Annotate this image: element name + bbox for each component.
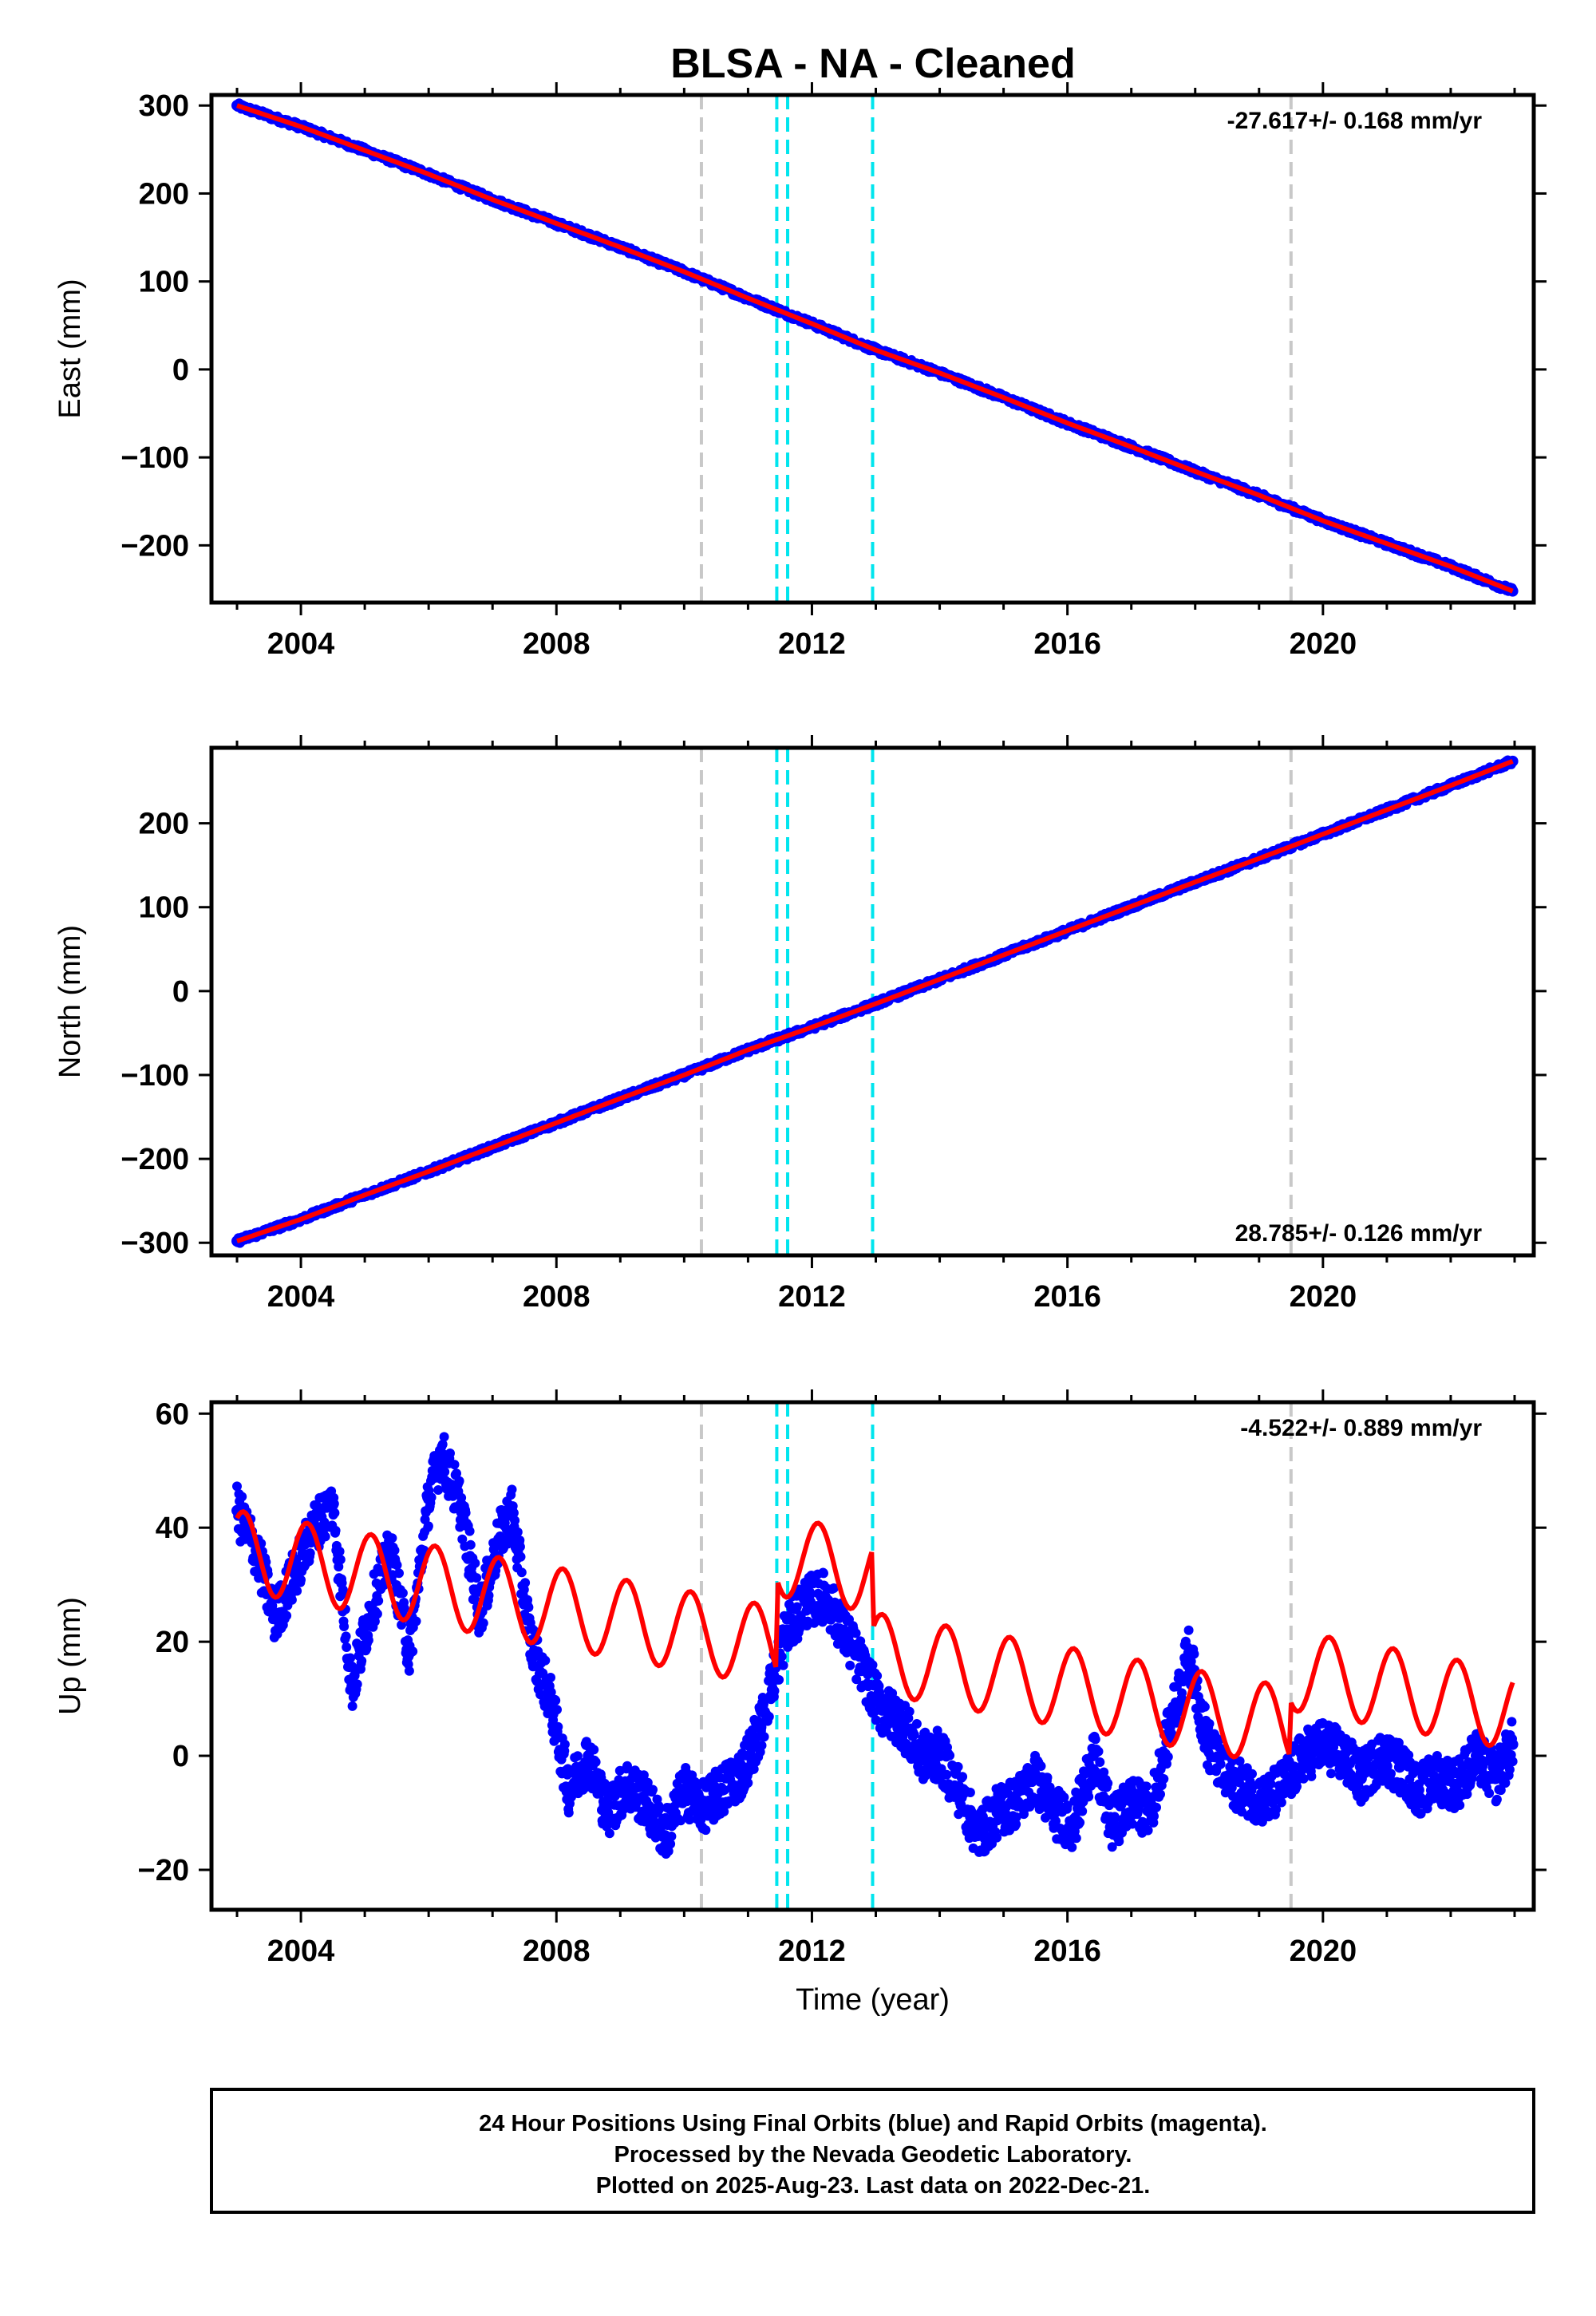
data-point: [439, 1432, 449, 1442]
y-tick-label: 100: [139, 266, 189, 299]
x-tick-label: 2020: [1290, 627, 1357, 661]
data-point: [341, 1631, 351, 1642]
data-point: [520, 1578, 531, 1588]
y-tick-label: 200: [139, 177, 189, 211]
y-axis-label: East (mm): [53, 279, 87, 418]
data-point: [512, 1527, 523, 1537]
velocity-rate-label: 28.785+/- 0.126 mm/yr: [1235, 1220, 1483, 1247]
data-point: [464, 1526, 475, 1536]
data-point: [510, 1516, 520, 1526]
data-point: [394, 1568, 404, 1579]
north-panel: 2004 2008 2012 2016 2020 −300 −200 −100 0 100 200 N…: [53, 735, 1547, 1314]
data-point: [237, 1492, 247, 1502]
data-point: [507, 1484, 517, 1495]
data-point: [339, 1622, 350, 1631]
data-point: [604, 1828, 614, 1839]
data-point: [470, 1558, 480, 1568]
y-tick-label: 0: [172, 975, 189, 1009]
x-tick-label: 2004: [267, 627, 335, 661]
data-point: [743, 1778, 753, 1788]
data-point: [552, 1705, 562, 1715]
data-point: [819, 1568, 828, 1579]
x-tick-label: 2012: [778, 627, 846, 661]
x-tick-label: 2004: [267, 1280, 335, 1314]
data-point: [292, 1586, 302, 1596]
data-point: [335, 1555, 346, 1565]
plot-frame: [209, 93, 1536, 605]
data-point: [515, 1542, 525, 1552]
data-point: [320, 1531, 330, 1542]
y-tick-label: 0: [172, 354, 189, 387]
data-point: [472, 1573, 482, 1583]
x-tick-label: 2016: [1033, 627, 1101, 661]
data-point: [387, 1533, 397, 1543]
data-point: [648, 1784, 658, 1795]
y-tick-label: −200: [120, 1143, 189, 1176]
data-point: [454, 1476, 464, 1486]
x-tick-label: 2016: [1033, 1280, 1101, 1314]
data-point: [423, 1521, 433, 1531]
y-tick-label: −300: [120, 1227, 189, 1260]
data-point: [778, 1660, 788, 1670]
data-point: [440, 1467, 450, 1477]
velocity-rate-label: -27.617+/- 0.168 mm/yr: [1227, 108, 1483, 134]
x-tick-label: 2008: [523, 627, 591, 661]
data-point: [516, 1551, 526, 1562]
y-tick-label: 100: [139, 891, 189, 925]
data-point: [342, 1642, 352, 1652]
data-point: [404, 1666, 414, 1676]
x-tick-label: 2012: [778, 1280, 846, 1314]
data-point: [357, 1656, 367, 1666]
data-point: [334, 1547, 345, 1556]
y-tick-label: −100: [120, 441, 189, 475]
data-point: [757, 1741, 767, 1751]
figure-title: BLSA - NA - Cleaned: [670, 41, 1076, 87]
data-point: [397, 1588, 408, 1599]
data-point: [411, 1616, 421, 1626]
data-point: [516, 1567, 527, 1578]
y-tick-label: 200: [139, 808, 189, 841]
data-point: [553, 1721, 563, 1732]
data-point: [759, 1732, 769, 1742]
east-panel: 2004 2008 2012 2016 2020 −200 −100 0 100 200 300 Ea…: [53, 82, 1547, 661]
model-fit-line: [236, 103, 1514, 594]
data-point: [701, 1825, 711, 1836]
data-point: [433, 1485, 444, 1495]
data-point: [347, 1701, 358, 1711]
y-axis-label: North (mm): [53, 925, 87, 1078]
data-point: [282, 1611, 292, 1621]
data-point: [540, 1655, 551, 1666]
data-point: [363, 1635, 373, 1646]
data-point: [523, 1603, 534, 1612]
data-point: [764, 1712, 774, 1721]
data-point: [449, 1460, 460, 1470]
data-point: [563, 1808, 574, 1818]
data-point: [559, 1739, 570, 1749]
y-tick-label: −100: [120, 1059, 189, 1093]
data-point: [286, 1595, 297, 1605]
y-tick-label: 300: [139, 89, 189, 123]
data-point: [330, 1525, 341, 1535]
y-tick-label: −200: [120, 529, 189, 563]
data-point: [465, 1539, 476, 1550]
data-point: [769, 1686, 780, 1696]
x-tick-label: 2020: [1290, 1280, 1357, 1314]
data-point: [392, 1560, 402, 1571]
data-point: [346, 1653, 356, 1663]
data-point: [478, 1618, 488, 1628]
x-tick-label: 2008: [523, 1280, 591, 1314]
data-point: [546, 1673, 555, 1682]
data-point: [305, 1548, 315, 1559]
